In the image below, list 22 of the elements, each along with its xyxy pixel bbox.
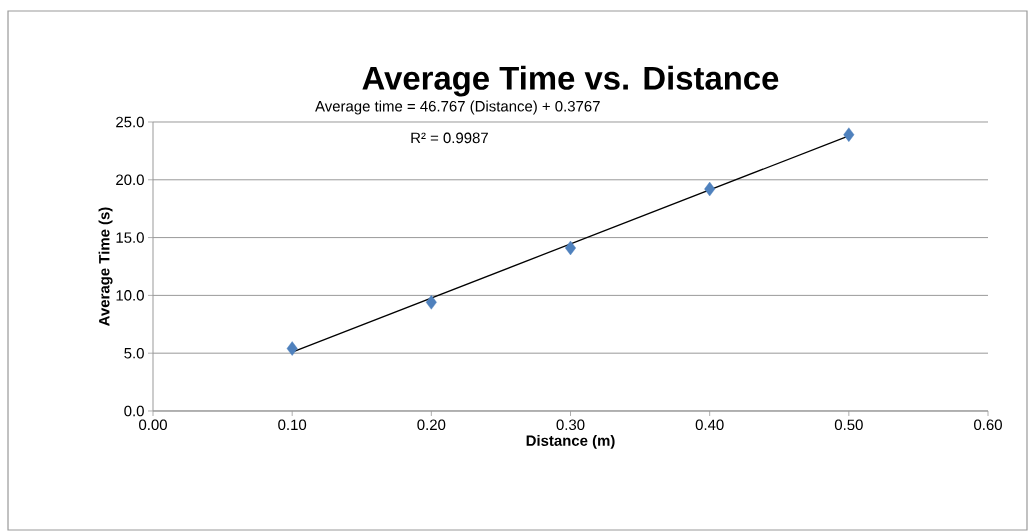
chart-title: Average Time vs. Distance [362, 65, 779, 97]
point [286, 341, 298, 356]
x-tick-label: 0.30 [556, 419, 585, 431]
x-tick-label: 0.50 [834, 419, 863, 431]
x-tick-label: 0.20 [417, 419, 446, 431]
annotation: R² = 0.9987 [411, 132, 488, 144]
point [425, 295, 437, 310]
y-tick-label: 0.0 [124, 405, 144, 417]
point [704, 181, 716, 197]
x-tick-label: 0.60 [974, 419, 1002, 431]
y-tick-label: 25.0 [116, 116, 144, 128]
y-tick-label: 20.0 [116, 174, 144, 186]
x-tick-label: 0.10 [278, 419, 307, 431]
x-tick-label: 0.40 [695, 419, 724, 431]
point [843, 127, 855, 142]
text: Average time = 46.767 (Distance) + 0.3767 [315, 100, 600, 115]
x-axis-title: Distance (m) [526, 434, 615, 449]
y-axis-title: Average Time (s) [98, 207, 113, 326]
y-tick-label: 15.0 [116, 232, 144, 243]
y-tick-label: 5.0 [124, 347, 144, 359]
x-tick-label: 0.00 [139, 419, 167, 431]
y-tick-label: 10.0 [116, 290, 144, 301]
